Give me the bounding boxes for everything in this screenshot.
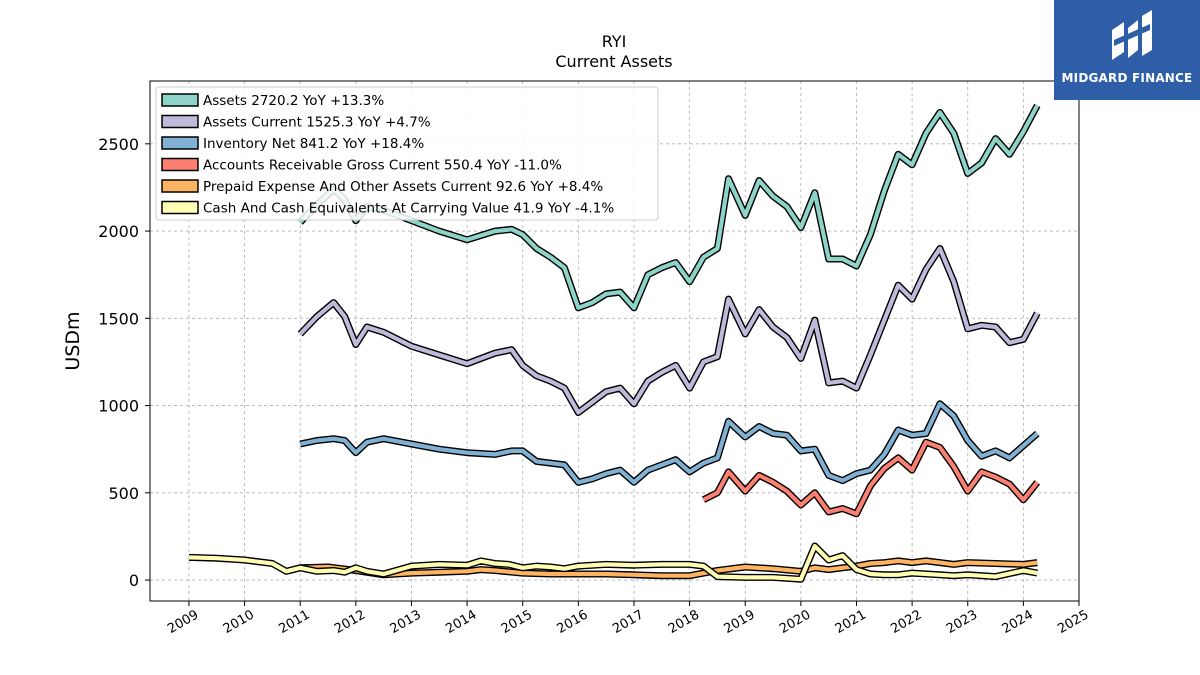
series-line-assets-current: [298, 246, 1040, 415]
y-axis-label: USDm: [62, 311, 84, 370]
x-tick-label: 2021: [833, 607, 869, 637]
x-tick-label: 2015: [499, 607, 535, 637]
legend-entry-assets-current: Assets Current 1525.3 YoY +4.7%: [203, 115, 431, 131]
legend-swatch-accounts-receivable-gross-current: [161, 157, 199, 172]
x-tick-label: 2023: [944, 607, 980, 637]
x-tick-label: 2016: [555, 607, 591, 637]
y-tick-label: 500: [108, 484, 139, 503]
legend-entry-assets: Assets 2720.2 YoY +13.3%: [203, 93, 384, 109]
series-line-accounts-receivable-gross-current: [702, 440, 1039, 516]
x-tick-label: 2025: [1055, 607, 1091, 637]
series-line-prepaid-expense-and-other-assets-current: [300, 558, 1038, 578]
y-tick-label: 2500: [98, 135, 139, 154]
logo-mark-icon: [1112, 10, 1152, 60]
legend-entry-inventory-net: Inventory Net 841.2 YoY +18.4%: [203, 136, 424, 152]
x-tick-label: 2014: [443, 607, 479, 637]
logo-text: MIDGARD FINANCE: [1061, 71, 1193, 85]
series-line-inventory-net: [299, 401, 1039, 485]
legend-entry-accounts-receivable-gross-current: Accounts Receivable Gross Current 550.4 …: [203, 158, 562, 174]
series-layer: [188, 103, 1041, 583]
x-tick-label: 2011: [276, 607, 312, 637]
legend-swatch-prepaid-expense-and-other-assets-current: [161, 179, 199, 193]
y-tick-label: 1000: [98, 397, 139, 416]
x-tick-label: 2019: [721, 607, 757, 637]
x-tick-label: 2020: [777, 607, 813, 637]
x-tick-label: 2022: [888, 607, 924, 637]
x-tick-label: 2012: [332, 607, 368, 637]
x-tick-label: 2010: [221, 607, 257, 637]
series-line-cash-and-cash-equivalents-at-carrying-value: [188, 543, 1038, 582]
midgard-finance-logo: MIDGARD FINANCE: [1054, 0, 1200, 100]
legend-entry-cash-and-cash-equivalents-at-carrying-value: Cash And Cash Equivalents At Carrying Va…: [203, 201, 614, 217]
legend-swatch-inventory-net: [161, 136, 199, 150]
x-tick-label: 2013: [388, 607, 424, 637]
chart-title: RYI: [602, 32, 627, 51]
y-tick-label: 0: [129, 571, 139, 590]
legend: Assets 2720.2 YoY +13.3% Assets Current 1…: [155, 86, 659, 221]
legend-swatch-assets-current: [161, 114, 199, 129]
legend-box: [155, 86, 659, 221]
x-tick-label: 2018: [666, 607, 702, 637]
x-tick-label: 2009: [165, 607, 201, 637]
series-line-assets: [298, 104, 1040, 310]
chart-subtitle: Current Assets: [555, 52, 672, 71]
legend-entry-prepaid-expense-and-other-assets-current: Prepaid Expense And Other Assets Current…: [203, 179, 603, 195]
legend-swatch-assets: [161, 93, 199, 107]
y-tick-label: 2000: [98, 222, 139, 241]
plot-frame: [149, 80, 1080, 602]
y-tick-label: 1500: [98, 309, 139, 328]
x-tick-label: 2024: [1000, 607, 1036, 637]
legend-swatch-cash-and-cash-equivalents-at-carrying-value: [161, 200, 199, 215]
x-tick-label: 2017: [610, 607, 646, 637]
